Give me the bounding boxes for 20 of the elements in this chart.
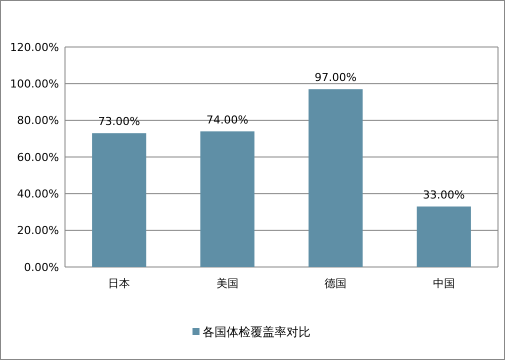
y-tick-label: 0.00% (24, 260, 59, 274)
y-tick-label: 40.00% (17, 188, 59, 201)
bar (92, 133, 146, 267)
bar (416, 206, 471, 267)
y-tick-label: 20.00% (17, 224, 59, 238)
bar (200, 131, 254, 267)
y-tick-label: 100.00% (10, 78, 59, 91)
text: 74.00% (206, 113, 248, 126)
x-tick-label: 日本 (108, 277, 130, 290)
text: 33.00% (422, 188, 465, 202)
text: 73.00% (98, 115, 140, 128)
x-tick-label: 美国 (216, 277, 238, 290)
legend-label: 各国体检覆盖率对比 (202, 325, 310, 340)
x-tick-label: 中国 (432, 277, 455, 290)
y-tick-label: 120.00% (10, 40, 59, 54)
bar (308, 89, 363, 267)
x-tick-label: 德国 (324, 277, 347, 290)
y-tick-label: 60.00% (17, 150, 59, 164)
y-tick-label: 80.00% (17, 114, 59, 128)
text: 97.00% (314, 71, 357, 84)
